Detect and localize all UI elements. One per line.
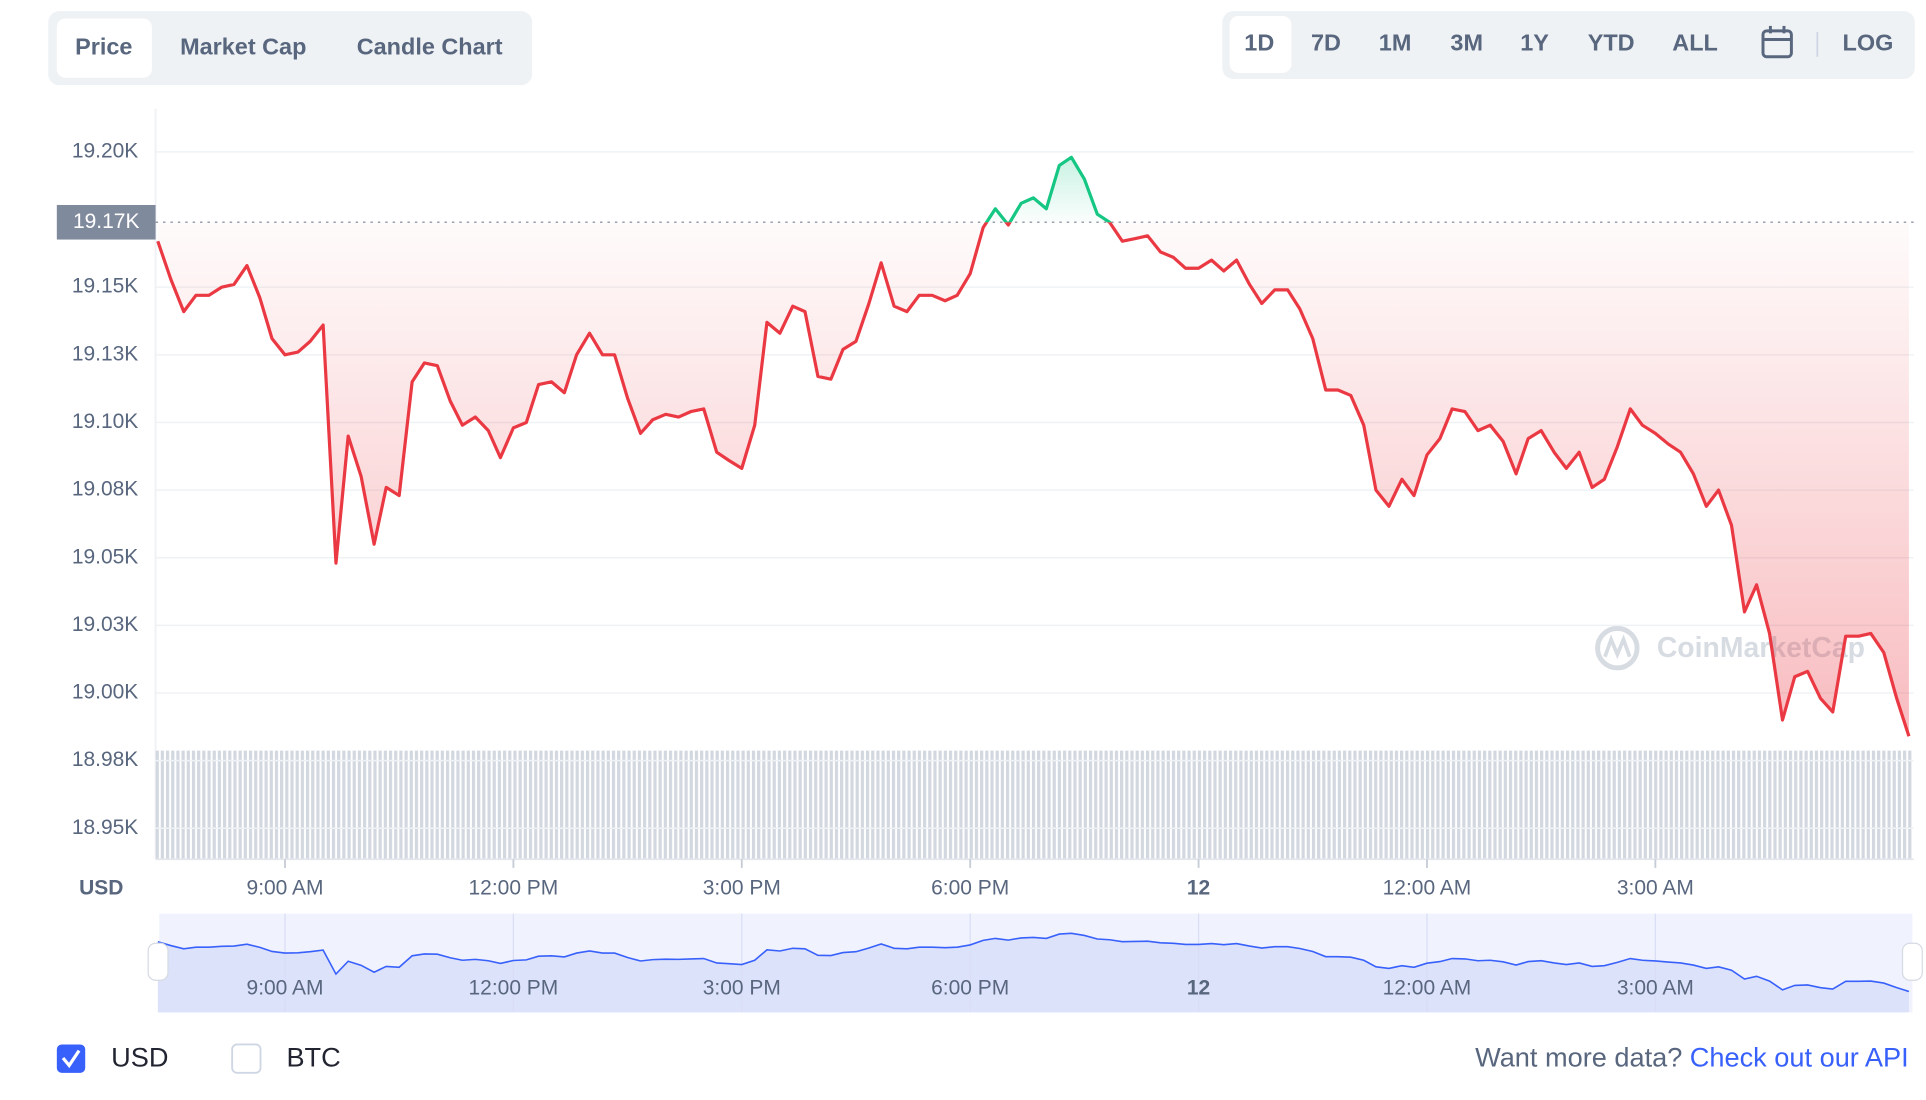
navigator-tick-label: 12: [1187, 976, 1210, 999]
tab[interactable]: Candle Chart: [357, 33, 503, 59]
y-tick-label: 19.05K: [72, 545, 138, 568]
navigator-tick-label: 12:00 PM: [469, 976, 559, 999]
tab-group: [48, 11, 533, 86]
navigator-tick-label: 3:00 AM: [1617, 976, 1694, 999]
price-line-up: [984, 155, 1112, 223]
volume-bars: [155, 750, 1913, 860]
y-tick-label: 19.13K: [72, 342, 138, 365]
navigator-tick-label: 6:00 PM: [931, 976, 1009, 999]
footer-link[interactable]: Check out our API: [1690, 1041, 1909, 1072]
y-axis-label: USD: [79, 876, 123, 899]
x-tick-label: 12: [1187, 876, 1210, 899]
y-tick-label: 19.15K: [72, 275, 138, 298]
x-tick-label: 12:00 PM: [469, 876, 559, 899]
y-tick-label: 19.10K: [72, 410, 138, 433]
checkbox-label: USD: [111, 1041, 168, 1072]
x-tick-label: 3:00 AM: [1617, 876, 1694, 899]
y-tick-label: 19.00K: [72, 681, 138, 704]
range-selected: [1229, 16, 1292, 73]
checkbox[interactable]: [231, 1043, 262, 1074]
tab[interactable]: Market Cap: [180, 33, 306, 59]
navigator-content: 9:00 AM 12:00 PM 3:00 PM 6:00 PM 12 12:00 AM 3…: [157, 913, 1910, 1013]
range-button[interactable]: 1D: [1244, 30, 1274, 56]
range-button[interactable]: YTD: [1588, 30, 1635, 56]
x-tick-label: 9:00 AM: [247, 876, 324, 899]
y-tick-label: 18.95K: [72, 816, 138, 839]
y-tick-label: 19.03K: [72, 613, 138, 636]
checkbox-label: BTC: [286, 1041, 340, 1072]
calendar-icon[interactable]: [1761, 25, 1793, 59]
navigator-tick-label: 9:00 AM: [247, 976, 324, 999]
x-tick-label: 12:00 AM: [1383, 876, 1472, 899]
navigator-handle[interactable]: [147, 942, 169, 981]
tab[interactable]: Price: [75, 33, 132, 59]
x-tick-label: 6:00 PM: [931, 876, 1009, 899]
range-button[interactable]: 1M: [1379, 30, 1412, 56]
price-line-down: [156, 222, 1911, 737]
y-tick-label: 18.98K: [72, 748, 138, 771]
y-tick-label: 19.20K: [72, 139, 138, 162]
navigator-handle[interactable]: [1901, 942, 1923, 981]
footer-text: Want more data?: [1475, 1041, 1682, 1072]
reference-label: 19.17K: [73, 210, 139, 233]
navigator-area: [157, 933, 1909, 1013]
range-button[interactable]: 3M: [1450, 30, 1483, 56]
navigator-tick-label: 3:00 PM: [703, 976, 781, 999]
area-below: [157, 222, 1909, 737]
reference-label-box: [56, 204, 156, 240]
log-button[interactable]: LOG: [1843, 30, 1894, 56]
checkbox-checked[interactable]: [56, 1044, 86, 1073]
area-above: [157, 157, 1909, 223]
range-button[interactable]: 1Y: [1520, 30, 1549, 56]
tab-selected: [56, 18, 152, 78]
range-button[interactable]: 7D: [1311, 30, 1341, 56]
navigator-tick-label: 12:00 AM: [1383, 976, 1472, 999]
x-tick-label: 3:00 PM: [703, 876, 781, 899]
check-icon: [61, 1049, 81, 1069]
range-button[interactable]: ALL: [1672, 30, 1718, 56]
range-group: [1222, 11, 1915, 80]
navigator-line: [157, 932, 1910, 993]
y-tick-label: 19.08K: [72, 478, 138, 501]
footer: Want more data? Check out our API: [1475, 1041, 1909, 1072]
